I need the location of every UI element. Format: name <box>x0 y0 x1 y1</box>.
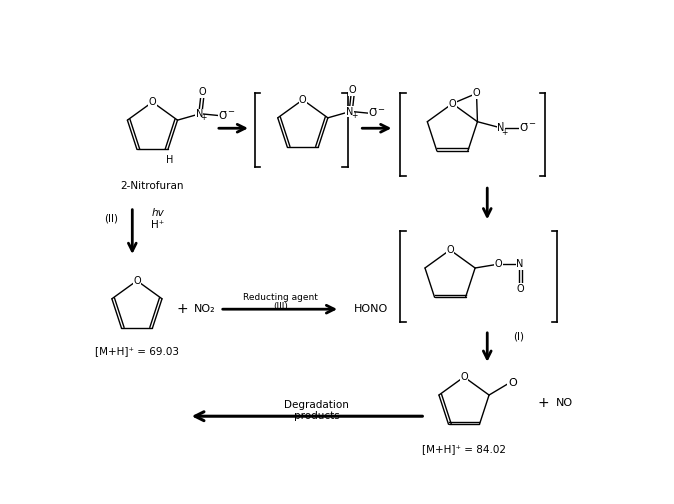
Text: O: O <box>199 87 206 97</box>
Text: N: N <box>497 123 504 133</box>
Text: (III): (III) <box>273 302 288 311</box>
Text: hv: hv <box>152 208 164 218</box>
Text: [M+H]⁺ = 84.02: [M+H]⁺ = 84.02 <box>422 445 506 454</box>
Text: O: O <box>472 88 481 98</box>
Text: (II): (II) <box>104 213 119 223</box>
Text: O: O <box>149 97 156 107</box>
Text: NO: NO <box>555 398 573 408</box>
Text: O: O <box>460 372 468 382</box>
Text: 2-Nitrofuran: 2-Nitrofuran <box>121 181 184 191</box>
Text: O: O <box>449 99 456 108</box>
Text: N: N <box>346 107 353 117</box>
Text: [M+H]⁺ = 69.03: [M+H]⁺ = 69.03 <box>95 347 179 356</box>
Text: O: O <box>516 284 524 294</box>
Text: products: products <box>294 411 340 421</box>
Text: O: O <box>495 259 502 269</box>
Text: Degradation: Degradation <box>284 401 349 410</box>
Text: +: + <box>501 128 508 137</box>
Text: N: N <box>195 109 203 119</box>
Text: NO₂: NO₂ <box>194 304 216 314</box>
Text: Ȯ: Ȯ <box>508 379 517 389</box>
Text: (I): (I) <box>513 331 524 341</box>
Text: HONO: HONO <box>354 304 388 314</box>
Text: Reducting agent: Reducting agent <box>243 293 317 302</box>
Text: H⁺: H⁺ <box>151 220 164 230</box>
Text: O: O <box>446 245 454 255</box>
Text: N: N <box>516 259 524 269</box>
Text: +: + <box>537 396 549 410</box>
Text: O: O <box>133 276 141 286</box>
Text: +: + <box>351 111 357 120</box>
Text: +: + <box>176 302 188 316</box>
Text: O̅: O̅ <box>369 108 377 118</box>
Text: −: − <box>377 105 384 114</box>
Text: O̅: O̅ <box>218 110 226 120</box>
Text: −: − <box>226 107 234 116</box>
Text: O: O <box>299 95 307 105</box>
Text: O̅: O̅ <box>520 123 528 133</box>
Text: H: H <box>166 155 173 165</box>
Text: −: − <box>528 119 535 129</box>
Text: O: O <box>349 85 357 95</box>
Text: ·: · <box>500 118 504 128</box>
Text: +: + <box>201 113 207 122</box>
